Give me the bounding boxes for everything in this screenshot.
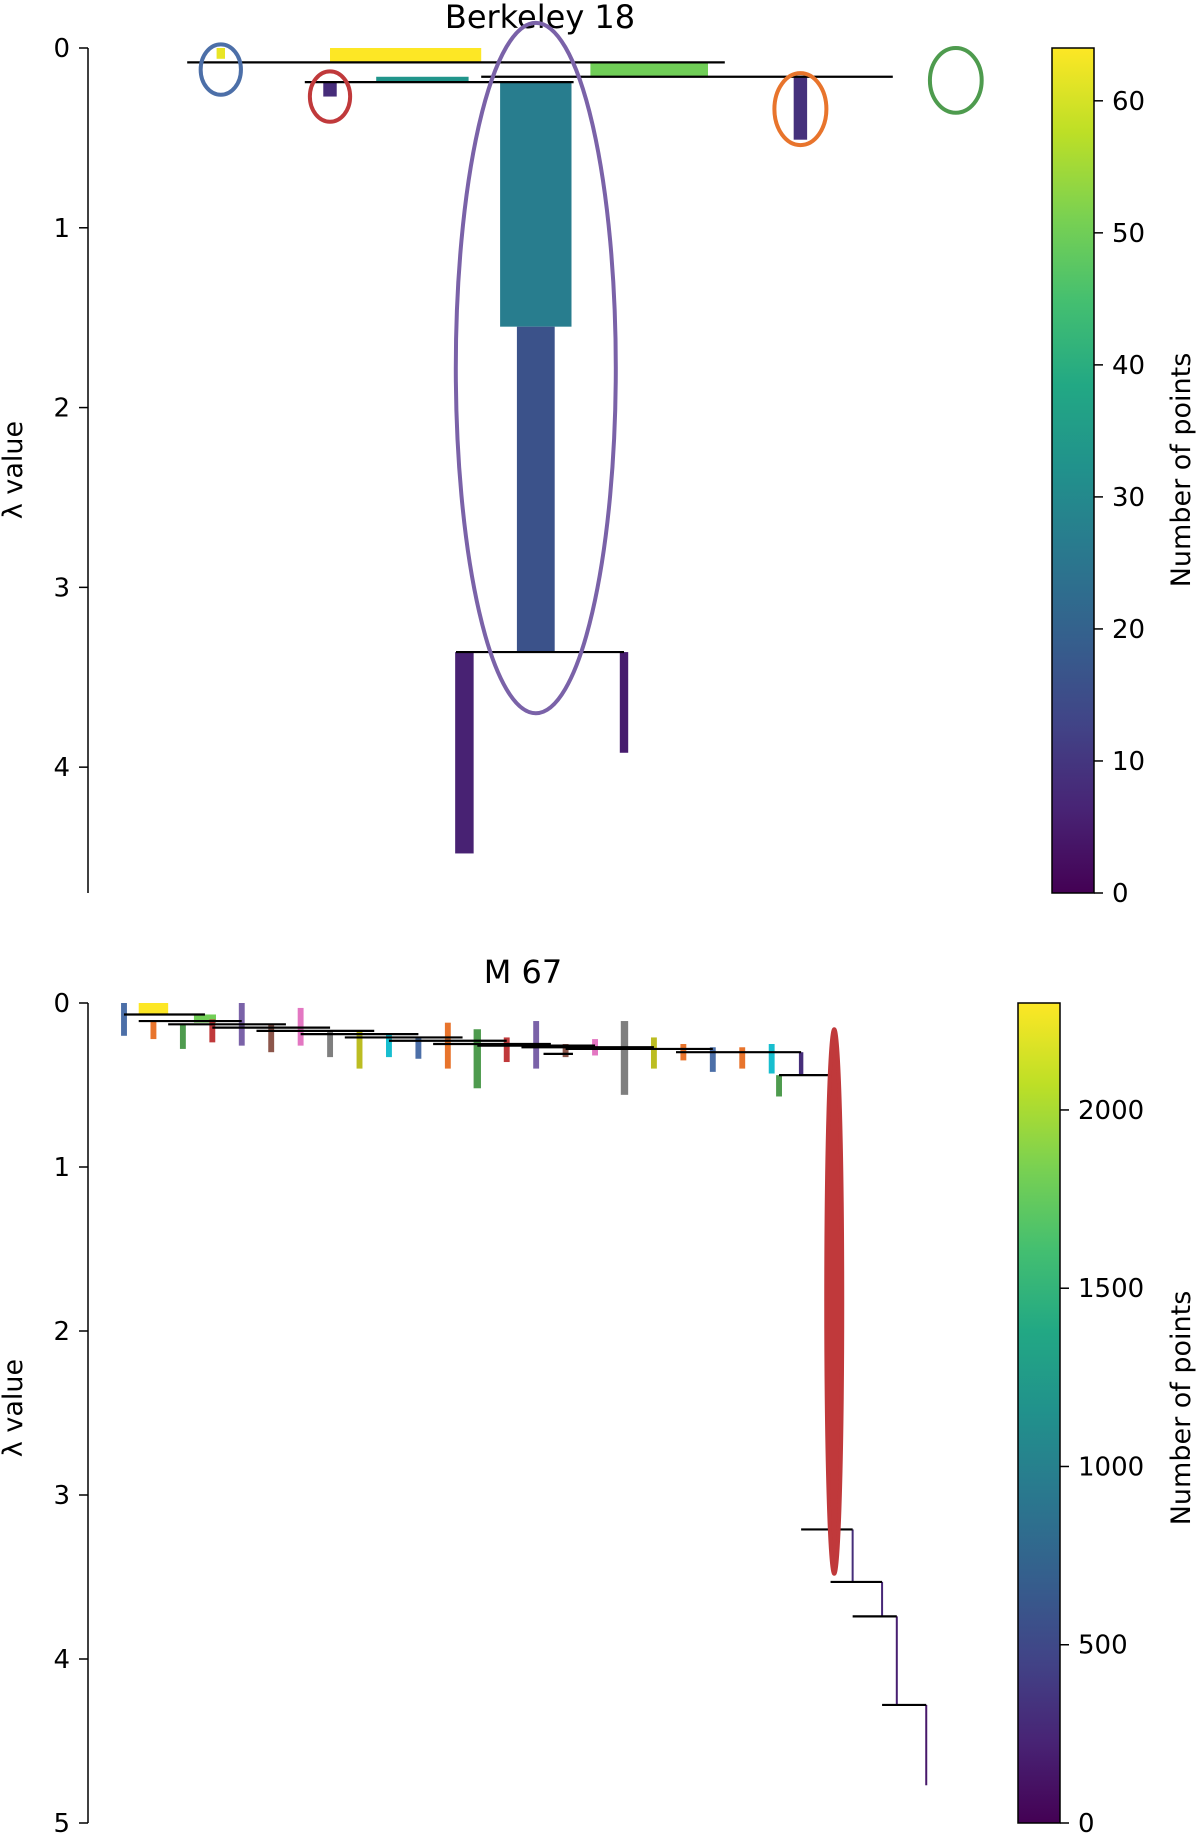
tree-branch bbox=[925, 1704, 928, 1786]
tree-branch bbox=[516, 326, 555, 653]
tree-branch bbox=[121, 1003, 127, 1036]
y-tick-label: 2 bbox=[53, 1317, 70, 1347]
tree-branch bbox=[455, 652, 474, 854]
colorbar-label: Number of points bbox=[1166, 1291, 1197, 1526]
colorbar-ticks: 0 10 20 30 40 50 60 bbox=[1094, 87, 1145, 909]
colorbar-tick-label: 20 bbox=[1112, 615, 1145, 645]
tree-branch bbox=[895, 1616, 898, 1705]
y-tick-label: 1 bbox=[53, 1153, 70, 1183]
colorbar-tick-label: 500 bbox=[1078, 1631, 1128, 1661]
tree-branch bbox=[620, 1021, 629, 1095]
tree-branch bbox=[209, 1019, 216, 1043]
tree-branch bbox=[590, 62, 708, 77]
tree-branch bbox=[330, 48, 482, 63]
tree-branch bbox=[473, 1029, 481, 1089]
y-tick-label: 4 bbox=[53, 753, 70, 783]
y-tick-label: 2 bbox=[53, 394, 70, 424]
tree-branch bbox=[376, 76, 469, 83]
tree-branch bbox=[415, 1037, 422, 1059]
colorbar-tick-label: 0 bbox=[1078, 1809, 1095, 1834]
tree-branch bbox=[562, 1044, 569, 1058]
tree-branch bbox=[386, 1034, 392, 1058]
colorbar-tick-label: 60 bbox=[1112, 87, 1145, 117]
chart-title: Berkeley 18 bbox=[445, 0, 635, 36]
colorbar-label: Number of points bbox=[1166, 353, 1197, 588]
y-tick-label: 1 bbox=[53, 214, 70, 244]
tree-branch bbox=[798, 1052, 804, 1076]
colorbar-tick-label: 30 bbox=[1112, 483, 1145, 513]
colorbar-tick-label: 1000 bbox=[1078, 1452, 1144, 1482]
colorbar-tick-label: 50 bbox=[1112, 219, 1145, 249]
colorbar bbox=[1051, 47, 1095, 894]
colorbar-tick-label: 1500 bbox=[1078, 1274, 1144, 1304]
y-axis-label: λ value bbox=[0, 421, 29, 519]
tree-branch bbox=[327, 1030, 334, 1058]
colorbar-tick-label: 2000 bbox=[1078, 1096, 1144, 1126]
selected-cluster-ellipse bbox=[927, 46, 984, 115]
selected-cluster-ellipse bbox=[307, 69, 353, 124]
selected-cluster-ellipse bbox=[453, 20, 618, 716]
y-tick-label: 3 bbox=[53, 573, 70, 603]
y-axis-label: λ value bbox=[0, 1359, 29, 1457]
plot-area: 0 1 2 3 4 bbox=[53, 20, 984, 893]
colorbar-tick-label: 10 bbox=[1112, 747, 1145, 777]
y-tick-label: 4 bbox=[53, 1645, 70, 1675]
colorbar-tick-label: 40 bbox=[1112, 351, 1145, 381]
tree-branch bbox=[444, 1022, 451, 1069]
tree-branch bbox=[650, 1037, 657, 1069]
chart-title: M 67 bbox=[484, 953, 563, 991]
tree-branch bbox=[216, 48, 225, 59]
tree-branch bbox=[768, 1044, 775, 1074]
chart-m-67: M 67 λ value 0 1 2 3 4 5 0 500 1000 1500 2000 Num… bbox=[0, 953, 1197, 1834]
tree-branch bbox=[356, 1030, 363, 1069]
colorbar bbox=[1017, 1002, 1061, 1824]
selected-cluster-ellipse bbox=[824, 1027, 845, 1576]
tree-branch bbox=[323, 82, 337, 97]
colorbar-ticks: 0 500 1000 1500 2000 bbox=[1060, 1096, 1144, 1834]
tree-branch bbox=[776, 1075, 782, 1097]
colorbar-tick-label: 0 bbox=[1112, 879, 1129, 909]
tree-branch bbox=[500, 82, 572, 327]
tree-branch bbox=[193, 1014, 216, 1023]
selected-cluster-ellipse bbox=[772, 71, 829, 148]
tree-branch bbox=[619, 652, 629, 753]
y-tick-label: 0 bbox=[53, 34, 70, 64]
tree-branch bbox=[709, 1047, 716, 1072]
selected-cluster-ellipse bbox=[198, 42, 243, 97]
y-tick-label: 5 bbox=[53, 1809, 70, 1834]
tree-branch bbox=[268, 1024, 275, 1053]
tree-branch bbox=[179, 1024, 186, 1049]
tree-branch bbox=[851, 1529, 854, 1582]
tree-branch bbox=[503, 1037, 510, 1063]
y-tick-label: 0 bbox=[53, 989, 70, 1019]
tree-branch bbox=[881, 1581, 884, 1617]
tree-branch bbox=[739, 1047, 746, 1069]
tree-branch bbox=[138, 1003, 169, 1015]
y-tick-label: 3 bbox=[53, 1481, 70, 1511]
tree-branch bbox=[150, 1021, 157, 1040]
tree-branch bbox=[793, 76, 808, 140]
plot-area: 0 1 2 3 4 5 bbox=[53, 989, 928, 1834]
